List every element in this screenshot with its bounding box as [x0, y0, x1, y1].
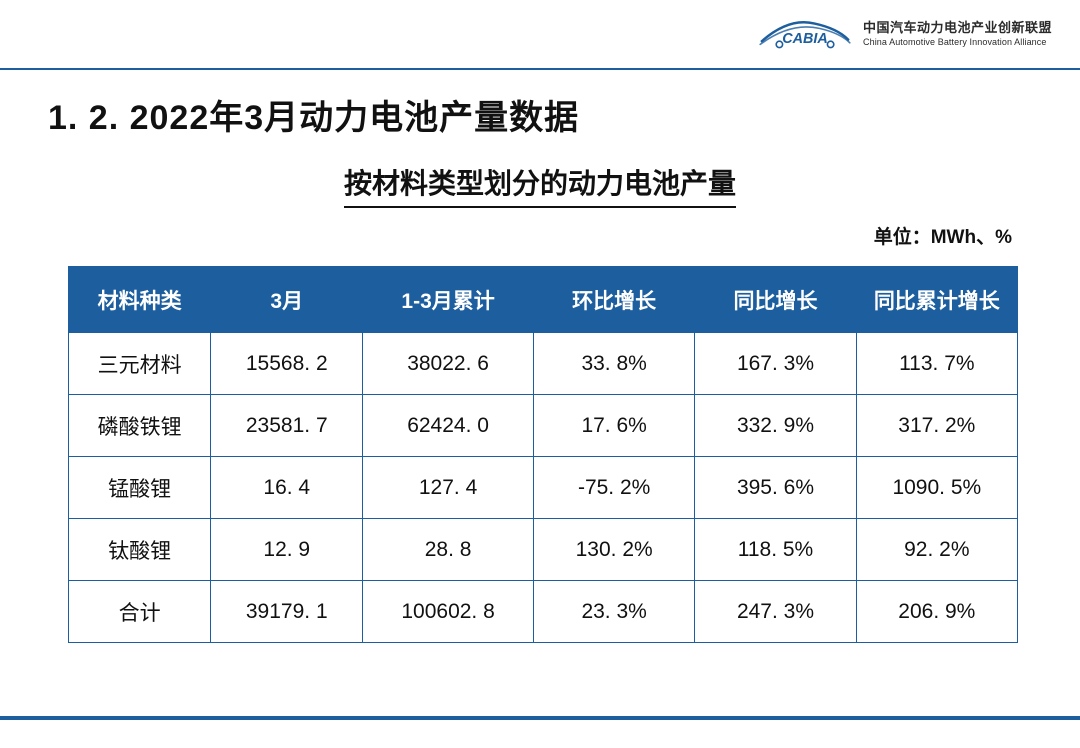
- table-header-cell: 3月: [211, 267, 363, 333]
- table-header-cell: 材料种类: [69, 267, 211, 333]
- table-row: 磷酸铁锂23581. 762424. 017. 6%332. 9%317. 2%: [69, 395, 1018, 457]
- table-cell: 118. 5%: [695, 519, 856, 581]
- production-table: 材料种类3月1-3月累计环比增长同比增长同比累计增长三元材料15568. 238…: [68, 266, 1018, 643]
- table-cell: 钛酸锂: [69, 519, 211, 581]
- table-cell: -75. 2%: [533, 457, 694, 519]
- table-cell: 23581. 7: [211, 395, 363, 457]
- footer-divider: [0, 716, 1080, 720]
- page-title: 1. 2. 2022年3月动力电池产量数据: [48, 90, 579, 139]
- table-cell: 62424. 0: [363, 395, 534, 457]
- table-row: 三元材料15568. 238022. 633. 8%167. 3%113. 7%: [69, 333, 1018, 395]
- table-cell: 28. 8: [363, 519, 534, 581]
- table-cell: 合计: [69, 581, 211, 643]
- org-logo: CABIA 中国汽车动力电池产业创新联盟 China Automotive Ba…: [757, 12, 1052, 56]
- table-cell: 92. 2%: [856, 519, 1017, 581]
- table-cell: 113. 7%: [856, 333, 1017, 395]
- table-header-cell: 1-3月累计: [363, 267, 534, 333]
- table-row: 合计39179. 1100602. 823. 3%247. 3%206. 9%: [69, 581, 1018, 643]
- table-row: 钛酸锂12. 928. 8130. 2%118. 5%92. 2%: [69, 519, 1018, 581]
- table-cell: 38022. 6: [363, 333, 534, 395]
- svg-text:CABIA: CABIA: [782, 31, 828, 47]
- table-cell: 23. 3%: [533, 581, 694, 643]
- cabia-logo-icon: CABIA: [757, 12, 853, 56]
- table-cell: 33. 8%: [533, 333, 694, 395]
- logo-name-en: China Automotive Battery Innovation Alli…: [863, 37, 1052, 48]
- unit-label: 单位：MWh、%: [874, 222, 1012, 249]
- table-cell: 12. 9: [211, 519, 363, 581]
- table-cell: 247. 3%: [695, 581, 856, 643]
- table-cell: 395. 6%: [695, 457, 856, 519]
- table-cell: 磷酸铁锂: [69, 395, 211, 457]
- table-header-cell: 同比增长: [695, 267, 856, 333]
- table-cell: 17. 6%: [533, 395, 694, 457]
- table-cell: 16. 4: [211, 457, 363, 519]
- table-row: 锰酸锂16. 4127. 4-75. 2%395. 6%1090. 5%: [69, 457, 1018, 519]
- table-cell: 锰酸锂: [69, 457, 211, 519]
- table-title: 按材料类型划分的动力电池产量: [344, 162, 736, 208]
- table-cell: 100602. 8: [363, 581, 534, 643]
- table-cell: 三元材料: [69, 333, 211, 395]
- logo-name-cn: 中国汽车动力电池产业创新联盟: [863, 20, 1052, 36]
- table-cell: 167. 3%: [695, 333, 856, 395]
- table-cell: 15568. 2: [211, 333, 363, 395]
- table-header-cell: 环比增长: [533, 267, 694, 333]
- table-cell: 317. 2%: [856, 395, 1017, 457]
- table-header-cell: 同比累计增长: [856, 267, 1017, 333]
- table-cell: 332. 9%: [695, 395, 856, 457]
- table-cell: 127. 4: [363, 457, 534, 519]
- table-cell: 206. 9%: [856, 581, 1017, 643]
- table-cell: 39179. 1: [211, 581, 363, 643]
- table-cell: 1090. 5%: [856, 457, 1017, 519]
- table-cell: 130. 2%: [533, 519, 694, 581]
